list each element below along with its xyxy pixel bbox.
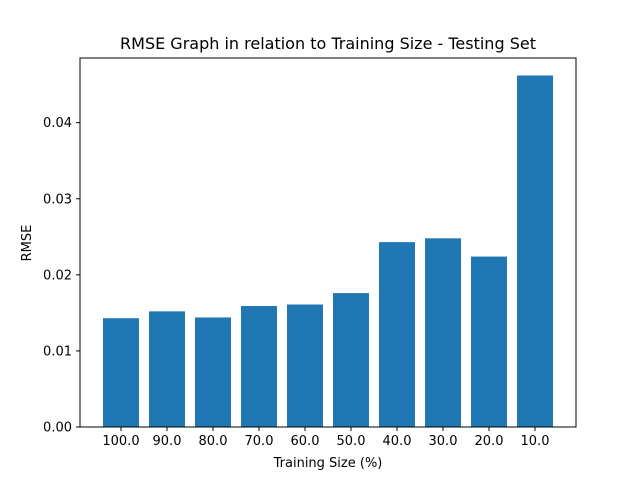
x-tick-label: 100.0 (102, 434, 139, 449)
x-tick-label: 70.0 (245, 434, 274, 449)
y-tick-label: 0.03 (43, 192, 72, 207)
y-axis-label: RMSE (20, 225, 35, 262)
x-axis-ticks: 100.0 90.0 80.0 70.0 60.0 50.0 40.0 30.0 20.0 10.… (102, 427, 549, 449)
bar-10.0 (517, 75, 553, 428)
y-axis-ticks: 0.00 0.01 0.02 0.03 0.04 (43, 116, 80, 436)
bar-70.0 (241, 306, 277, 427)
bar-40.0 (379, 242, 415, 427)
bars-layer (103, 75, 553, 428)
x-tick-label: 90.0 (153, 434, 182, 449)
x-tick-label: 20.0 (475, 434, 504, 449)
bar-80.0 (195, 317, 231, 427)
x-tick-label: 10.0 (521, 434, 550, 449)
y-tick-label: 0.04 (43, 116, 72, 131)
plot-area-frame (79, 57, 577, 428)
bar-60.0 (287, 304, 323, 427)
bar-20.0 (471, 256, 507, 427)
bar-50.0 (333, 293, 369, 427)
chart-title: RMSE Graph in relation to Training Size … (120, 34, 536, 53)
y-tick-label: 0.02 (43, 268, 72, 283)
bar-90.0 (149, 311, 185, 427)
x-axis-label: Training Size (%) (273, 456, 383, 471)
x-tick-label: 50.0 (337, 434, 366, 449)
y-tick-label: 0.00 (43, 421, 72, 436)
bar-30.0 (425, 238, 461, 427)
x-tick-label: 40.0 (383, 434, 412, 449)
x-tick-label: 80.0 (199, 434, 228, 449)
x-tick-label: 30.0 (429, 434, 458, 449)
x-tick-label: 60.0 (291, 434, 320, 449)
bar-100.0 (103, 318, 139, 427)
y-tick-label: 0.01 (43, 344, 72, 359)
